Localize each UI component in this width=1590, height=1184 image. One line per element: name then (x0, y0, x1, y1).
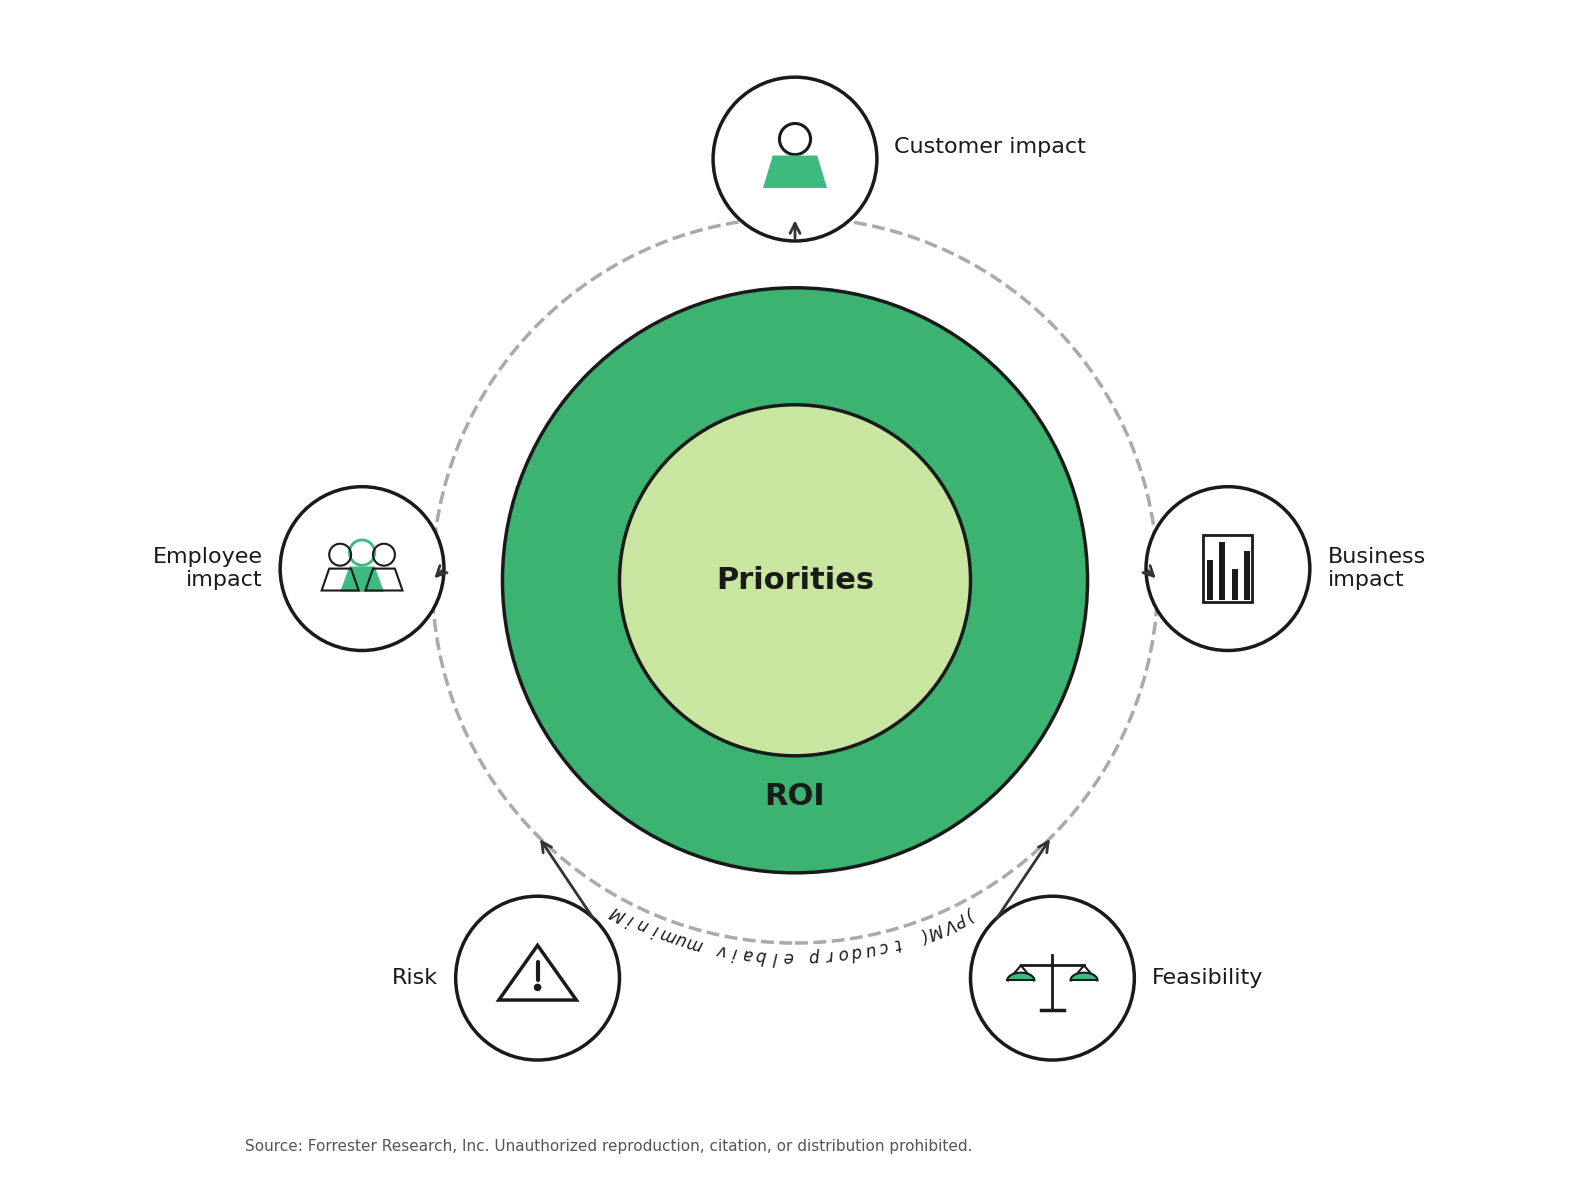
Text: d: d (849, 942, 863, 961)
Text: V: V (938, 914, 956, 935)
Text: b: b (755, 946, 766, 965)
Text: r: r (825, 946, 833, 965)
Text: a: a (741, 945, 754, 964)
Text: Source: Forrester Research, Inc. Unauthorized reproduction, citation, or distrib: Source: Forrester Research, Inc. Unautho… (245, 1139, 973, 1153)
Text: v: v (714, 940, 727, 959)
Polygon shape (1008, 973, 1035, 980)
Text: c: c (876, 937, 889, 957)
Text: u: u (863, 940, 876, 959)
Circle shape (712, 77, 878, 242)
Text: o: o (836, 945, 849, 964)
Circle shape (456, 896, 620, 1060)
Text: P: P (951, 909, 968, 929)
Text: ROI: ROI (765, 783, 825, 811)
Text: i: i (730, 942, 738, 961)
Text: Risk: Risk (393, 969, 439, 989)
Text: n: n (634, 914, 650, 935)
Circle shape (280, 487, 444, 650)
Text: m: m (684, 933, 704, 954)
FancyBboxPatch shape (1207, 560, 1213, 600)
Polygon shape (763, 155, 827, 188)
FancyBboxPatch shape (1232, 568, 1237, 600)
FancyBboxPatch shape (1243, 551, 1250, 600)
Text: t: t (890, 934, 902, 953)
Text: (: ( (916, 926, 929, 945)
Circle shape (534, 984, 541, 991)
Text: Priorities: Priorities (716, 566, 874, 594)
Polygon shape (340, 566, 383, 592)
Ellipse shape (502, 288, 1088, 873)
FancyBboxPatch shape (1220, 542, 1226, 600)
Circle shape (970, 896, 1134, 1060)
Text: Employee
impact: Employee impact (153, 547, 262, 590)
Text: Customer impact: Customer impact (895, 137, 1086, 157)
Polygon shape (1070, 973, 1097, 980)
Text: u: u (673, 929, 688, 950)
Text: l: l (771, 947, 778, 966)
Circle shape (1146, 487, 1310, 650)
Ellipse shape (620, 405, 970, 755)
Text: i: i (625, 910, 636, 928)
Text: ): ) (965, 903, 979, 922)
Text: Feasibility: Feasibility (1151, 969, 1264, 989)
Text: i: i (650, 921, 661, 939)
Text: M: M (607, 902, 628, 925)
Text: M: M (925, 919, 944, 941)
Text: p: p (809, 947, 820, 966)
Text: e: e (782, 948, 793, 966)
Text: m: m (657, 924, 679, 946)
Text: Business
impact: Business impact (1328, 547, 1426, 590)
